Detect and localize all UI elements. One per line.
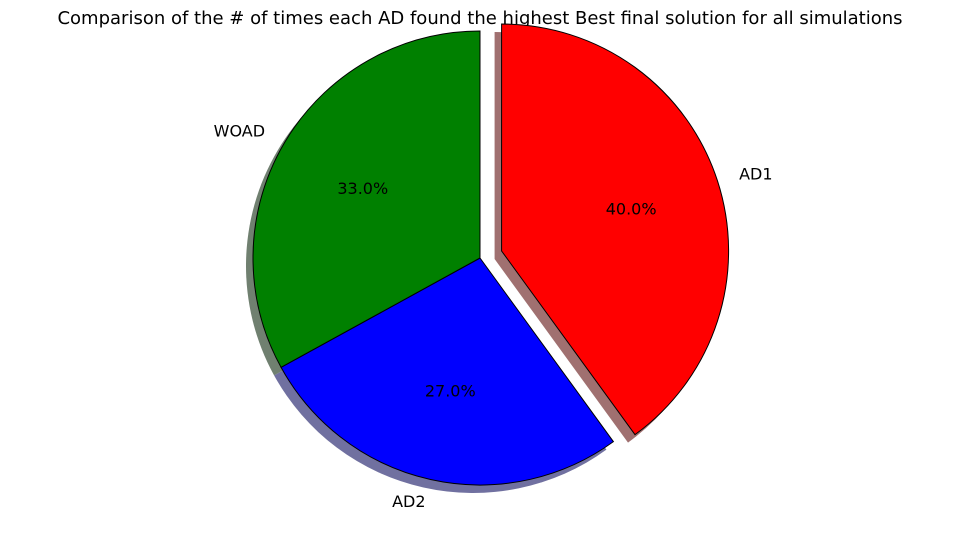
slice-pct-ad1: 40.0% bbox=[606, 199, 657, 218]
slice-ad2 bbox=[280, 257, 615, 486]
slice-label-ad2: AD2 bbox=[392, 492, 425, 511]
slice-layer bbox=[252, 23, 730, 486]
slice-label-woad: WOAD bbox=[214, 121, 265, 140]
slice-ad1 bbox=[501, 23, 730, 436]
slice-woad bbox=[252, 30, 481, 369]
chart-title: Comparison of the # of times each AD fou… bbox=[57, 8, 903, 29]
slice-label-ad1: AD1 bbox=[739, 164, 772, 183]
slice-pct-woad: 33.0% bbox=[337, 179, 388, 198]
slice-pct-ad2: 27.0% bbox=[425, 381, 476, 400]
text-layer: AD1 40.0% AD2 27.0% WOAD 33.0% bbox=[214, 121, 773, 511]
